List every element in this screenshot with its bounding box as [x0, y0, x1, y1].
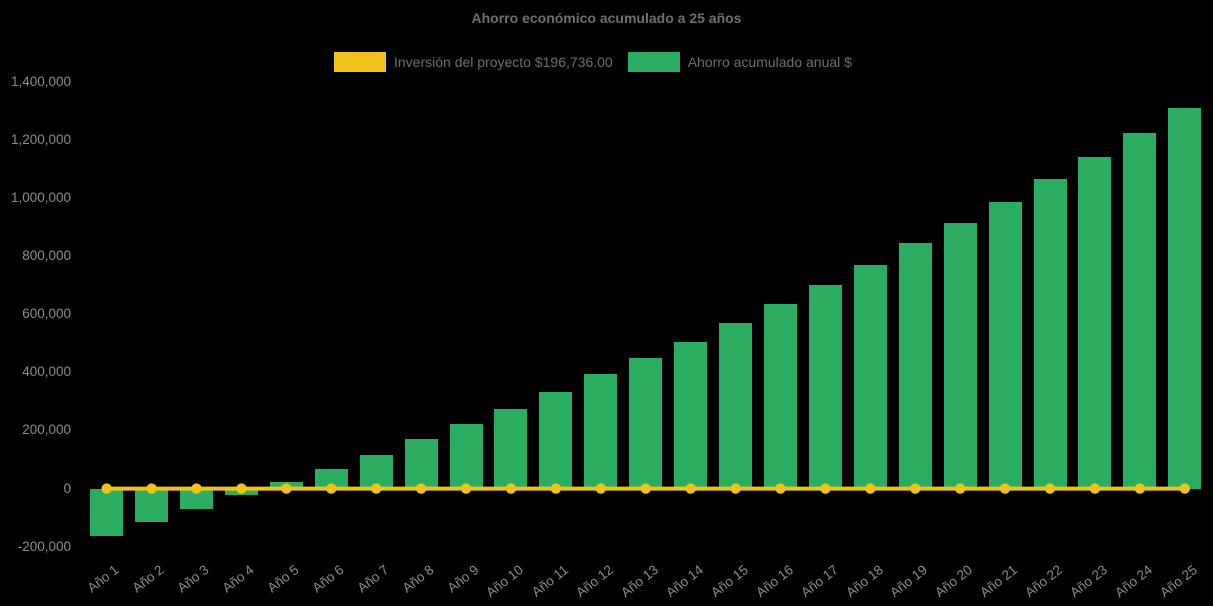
x-axis-tick-label: Año 6 — [309, 562, 347, 596]
x-axis-tick-label: Año 23 — [1067, 562, 1111, 601]
bar-año-17 — [808, 285, 842, 489]
chart-title: Ahorro económico acumulado a 25 años — [471, 10, 742, 26]
x-axis-tick-label: Año 5 — [264, 562, 302, 596]
bar-año-12 — [584, 374, 618, 489]
bar-año-5 — [269, 481, 303, 489]
legend-label-investment: Inversión del proyecto $196,736.00 — [394, 54, 613, 70]
x-axis-tick-label: Año 20 — [932, 562, 976, 601]
x-axis-tick-label: Año 8 — [399, 562, 437, 596]
x-axis-tick-label: Año 7 — [354, 562, 392, 596]
bar-año-24 — [1123, 132, 1157, 489]
y-axis-tick-label: 200,000 — [22, 422, 71, 438]
bar-año-3 — [180, 488, 214, 510]
y-axis-tick-label: 600,000 — [22, 306, 71, 322]
x-axis-tick-label: Año 15 — [707, 562, 751, 601]
x-axis-tick-label: Año 24 — [1112, 562, 1156, 601]
bar-año-18 — [853, 265, 887, 489]
x-axis-tick-label: Año 2 — [129, 562, 167, 596]
x-axis-tick-label: Año 4 — [219, 562, 257, 596]
bar-año-10 — [494, 408, 528, 489]
bar-año-15 — [719, 322, 753, 489]
x-axis-tick-label: Año 21 — [977, 562, 1021, 601]
x-axis-tick-label: Año 12 — [573, 562, 617, 601]
y-axis-tick-label: 800,000 — [22, 248, 71, 264]
bar-año-4 — [224, 488, 258, 495]
x-axis-tick-label: Año 16 — [752, 562, 796, 601]
x-axis-tick-label: Año 19 — [887, 562, 931, 601]
bar-año-11 — [539, 391, 573, 489]
bar-año-9 — [449, 423, 483, 489]
legend: Inversión del proyecto $196,736.00 Ahorr… — [334, 52, 852, 72]
x-axis-tick-label: Año 22 — [1022, 562, 1066, 601]
bar-año-16 — [764, 304, 797, 489]
x-axis-tick-label: Año 11 — [528, 562, 572, 600]
bar-año-6 — [314, 468, 348, 489]
bar-año-22 — [1033, 179, 1067, 489]
legend-swatch-savings — [627, 52, 680, 72]
x-axis-tick-label: Año 13 — [618, 562, 661, 601]
legend-swatch-investment — [334, 52, 386, 72]
legend-item-savings: Ahorro acumulado anual $ — [627, 52, 852, 72]
bar-año-25 — [1168, 108, 1202, 489]
bar-año-14 — [674, 341, 708, 489]
y-axis-tick-label: 400,000 — [22, 364, 71, 380]
legend-label-savings: Ahorro acumulado anual $ — [687, 54, 852, 70]
bar-año-7 — [359, 454, 393, 489]
x-axis-tick-label: Año 9 — [444, 562, 482, 596]
bar-año-19 — [898, 243, 932, 489]
x-axis-tick-label: Año 18 — [842, 562, 886, 601]
bar-año-8 — [404, 438, 438, 489]
y-axis-tick-label: 1,200,000 — [10, 131, 71, 147]
y-axis-tick-label: 1,400,000 — [10, 73, 71, 89]
y-axis: -200,000 0 200,000 400,000 600,000 800,000 1,0… — [0, 0, 71, 606]
bar-año-13 — [629, 358, 663, 489]
x-axis-tick-label: Año 14 — [662, 562, 706, 601]
bar-año-2 — [135, 488, 169, 522]
x-axis-tick-label: Año 1 — [84, 562, 122, 596]
bar-año-20 — [943, 222, 977, 489]
legend-item-investment: Inversión del proyecto $196,736.00 — [334, 52, 613, 72]
x-axis-tick-label: Año 10 — [483, 562, 527, 601]
bar-año-1 — [90, 488, 124, 536]
bar-año-23 — [1078, 156, 1112, 489]
x-axis-tick-label: Año 25 — [1157, 562, 1201, 601]
x-axis-tick-label: Año 17 — [797, 562, 841, 601]
y-axis-tick-label: -200,000 — [17, 538, 71, 554]
y-axis-tick-label: 0 — [63, 480, 71, 496]
bar-año-21 — [988, 202, 1022, 489]
x-axis-tick-label: Año 3 — [174, 562, 212, 596]
y-axis-tick-label: 1,000,000 — [10, 189, 71, 205]
